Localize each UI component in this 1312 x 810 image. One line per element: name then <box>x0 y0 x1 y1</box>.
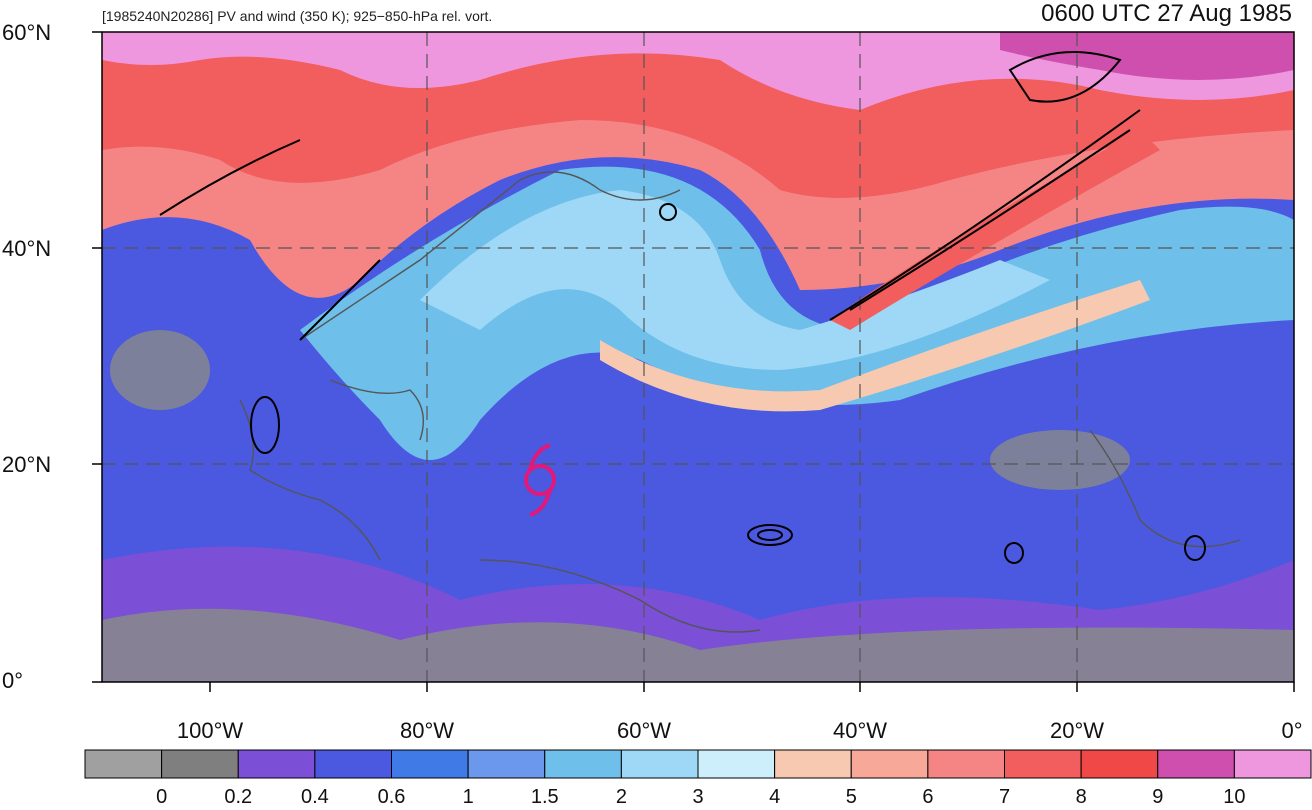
pv-patch-gray-west <box>110 330 210 410</box>
map-title-left: [1985240N20286] PV and wind (350 K); 925… <box>102 8 493 24</box>
colorbar-label: 2 <box>615 786 627 808</box>
colorbar-label: 5 <box>845 786 857 808</box>
map-title-right: 0600 UTC 27 Aug 1985 <box>1041 0 1292 27</box>
colorbar-label: 10 <box>1223 786 1246 808</box>
colorbar-label: 1 <box>462 786 474 808</box>
lon-label-80w: 80°W <box>399 718 455 743</box>
colorbar-swatch <box>161 749 239 779</box>
colorbar-swatch <box>314 749 392 779</box>
colorbar-label: 0 <box>156 786 168 808</box>
colorbar-swatch <box>697 749 776 779</box>
lat-label-40n: 40°N <box>2 236 52 261</box>
lat-label-0: 0° <box>2 668 24 693</box>
vorticity-contours <box>159 51 1206 564</box>
colorbar-swatch <box>237 749 316 779</box>
colorbar-swatch <box>391 749 469 779</box>
colorbar-label: 0.2 <box>224 786 253 808</box>
lon-label-0: 0° <box>1281 718 1303 743</box>
colorbar-swatch <box>1157 749 1235 779</box>
colorbar-label: 0.4 <box>300 786 329 808</box>
colorbar-label: 9 <box>1152 786 1164 808</box>
pv-band-peach <box>600 280 1150 412</box>
lon-label-100w: 100°W <box>176 718 244 743</box>
lon-label-20w: 20°W <box>1049 718 1105 743</box>
lat-label-20n: 20°N <box>2 452 52 477</box>
lon-label-60w: 60°W <box>616 718 672 743</box>
colorbar-label: 8 <box>1075 786 1087 808</box>
pv-band-pink <box>102 32 1294 110</box>
colorbar-swatch <box>1080 749 1159 779</box>
colorbar-swatch <box>620 749 699 779</box>
colorbar-label: 6 <box>922 786 934 808</box>
colorbar-swatch <box>850 749 929 779</box>
tropical-cyclone-icon <box>524 443 556 517</box>
colorbar <box>84 749 1312 779</box>
colorbar-label: 7 <box>998 786 1011 808</box>
axis-ticks <box>92 31 1295 692</box>
colorbar-label: 3 <box>692 786 704 808</box>
colorbar-swatch <box>84 749 163 779</box>
colorbar-swatch <box>927 749 1005 779</box>
colorbar-swatch <box>1233 749 1312 779</box>
lat-label-60n: 60°N <box>2 20 52 45</box>
map-field <box>102 32 1294 682</box>
pv-ridge-lightblue <box>420 190 1050 370</box>
map-frame <box>101 31 1295 683</box>
pv-band-magenta <box>1000 32 1294 80</box>
colorbar-label: 1.5 <box>530 786 559 808</box>
colorbar-swatch <box>544 749 622 779</box>
lon-label-40w: 40°W <box>832 718 888 743</box>
colorbar-label: 4 <box>769 786 781 808</box>
graticule <box>102 32 1294 682</box>
colorbar-swatch <box>774 749 852 779</box>
colorbar-swatch <box>467 749 546 779</box>
pv-jet-streak <box>830 130 1160 330</box>
pv-patch-gray-east <box>990 430 1130 490</box>
colorbar-label: 0.6 <box>377 786 406 808</box>
pv-band-gray <box>102 608 1294 682</box>
colorbar-swatch <box>1004 749 1082 779</box>
